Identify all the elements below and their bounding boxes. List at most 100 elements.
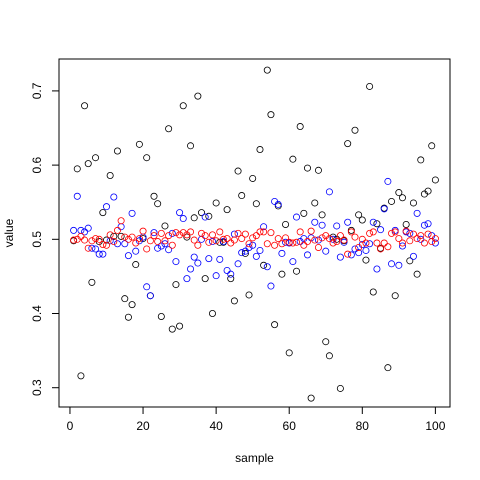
data-point	[377, 226, 385, 234]
data-point	[124, 313, 132, 321]
data-point	[238, 192, 246, 200]
data-point	[132, 261, 140, 269]
data-point	[238, 235, 246, 243]
data-point	[380, 205, 388, 213]
data-point	[285, 349, 293, 357]
data-point	[208, 310, 216, 318]
data-point	[380, 239, 388, 247]
data-point	[73, 192, 81, 200]
data-point	[245, 240, 253, 248]
data-point	[431, 235, 439, 243]
data-point	[165, 125, 173, 133]
data-point	[260, 228, 268, 236]
data-point	[256, 228, 264, 236]
data-point	[128, 301, 136, 309]
data-point	[311, 218, 319, 226]
data-point	[271, 241, 279, 249]
data-point	[161, 222, 169, 230]
data-point	[263, 263, 271, 271]
data-point	[351, 126, 359, 134]
data-point	[274, 235, 282, 243]
data-point	[362, 256, 370, 264]
data-point	[293, 238, 301, 246]
data-point	[289, 258, 297, 266]
x-tick-label: 20	[136, 419, 150, 433]
data-point	[143, 245, 151, 253]
data-point	[227, 275, 235, 283]
x-axis: 0 20 40 60 80 100	[67, 406, 446, 433]
data-point	[223, 266, 231, 274]
data-point	[194, 259, 202, 267]
x-axis-title: sample	[235, 451, 274, 465]
data-point	[187, 228, 195, 236]
data-point	[369, 288, 377, 296]
data-point	[106, 171, 114, 179]
data-point	[212, 237, 220, 245]
data-point	[303, 238, 311, 246]
data-point	[377, 245, 385, 253]
data-point	[81, 102, 89, 110]
data-point	[395, 189, 403, 197]
data-point	[351, 233, 359, 241]
data-point	[172, 281, 180, 289]
data-point	[132, 247, 140, 255]
data-point	[92, 154, 100, 162]
data-point	[165, 246, 173, 254]
data-point	[271, 321, 279, 329]
data-point	[402, 220, 410, 228]
data-point	[344, 140, 352, 148]
data-point	[417, 156, 425, 164]
data-point	[406, 237, 414, 245]
data-point	[168, 325, 176, 333]
data-point	[190, 214, 198, 222]
data-point	[296, 123, 304, 131]
data-point	[124, 252, 132, 260]
data-point	[157, 229, 165, 237]
data-point	[154, 244, 162, 252]
data-point	[282, 234, 290, 242]
data-point	[402, 227, 410, 235]
data-point	[223, 235, 231, 243]
data-point	[92, 245, 100, 253]
data-point	[241, 247, 249, 255]
data-point	[278, 240, 286, 248]
data-point	[70, 236, 78, 244]
data-point	[325, 352, 333, 360]
data-point	[92, 235, 100, 243]
data-points	[70, 66, 439, 402]
data-point	[347, 251, 355, 259]
data-point	[208, 231, 216, 239]
data-point	[267, 282, 275, 290]
data-point	[314, 166, 322, 174]
data-point	[234, 229, 242, 237]
x-tick-label: 100	[425, 419, 445, 433]
data-point	[329, 239, 337, 247]
data-point	[303, 251, 311, 259]
data-point	[88, 237, 96, 245]
data-point	[373, 265, 381, 273]
data-point	[212, 199, 220, 207]
data-point	[161, 237, 169, 245]
data-point	[333, 238, 341, 246]
data-point	[194, 92, 202, 100]
data-point	[431, 176, 439, 184]
y-tick-label: 0.5	[30, 231, 44, 248]
data-point	[278, 249, 286, 257]
data-point	[311, 199, 319, 207]
data-point	[355, 211, 363, 219]
data-point	[282, 220, 290, 228]
data-point	[256, 246, 264, 254]
y-axis: 0.3 0.4 0.5 0.6 0.7	[30, 82, 60, 396]
data-point	[428, 142, 436, 150]
data-point	[388, 197, 396, 205]
data-point	[113, 226, 121, 234]
x-tick-label: 60	[283, 419, 297, 433]
data-point	[406, 257, 414, 265]
data-point	[358, 235, 366, 243]
data-point	[230, 236, 238, 244]
data-point	[384, 364, 392, 372]
data-point	[135, 237, 143, 245]
data-point	[318, 221, 326, 229]
data-point	[73, 165, 81, 173]
data-point	[293, 267, 301, 275]
